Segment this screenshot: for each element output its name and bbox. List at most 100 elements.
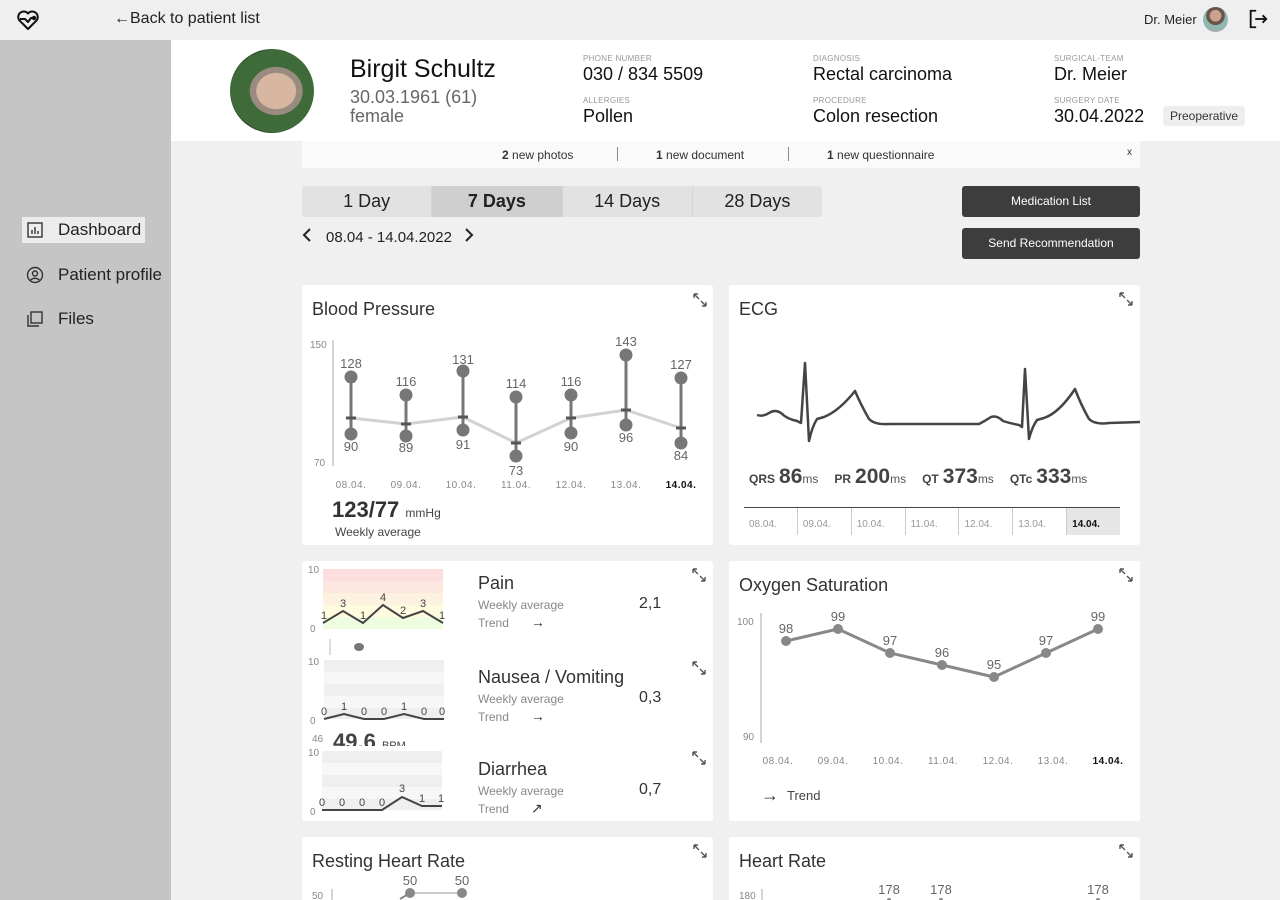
pain-title: Pain	[478, 573, 515, 593]
trend-label: Trend	[478, 802, 509, 816]
systolic-value: 128	[340, 356, 362, 371]
ecg-day-tab[interactable]: 13.04.	[1013, 508, 1068, 535]
bp-unit: mmHg	[405, 506, 441, 520]
heart-pulse-icon[interactable]	[16, 8, 40, 32]
overlap-artifact-value: 49.6 BPM	[333, 729, 406, 746]
pain-average-label: Weekly average	[478, 598, 564, 612]
nausea-title: Nausea / Vomiting	[478, 667, 625, 687]
svg-text:0: 0	[361, 706, 367, 718]
chevron-left-icon[interactable]	[302, 227, 320, 247]
ecg-card: ECG QRS 86 ms PR 200 ms QT 373 ms QTc 333 ms 08.…	[729, 285, 1140, 545]
medication-list-button[interactable]: Medication List	[962, 186, 1140, 217]
notification-text: new questionnaire	[833, 148, 935, 162]
card-title: Resting Heart Rate	[312, 851, 466, 871]
data-label: 50	[455, 873, 469, 888]
x-axis-label-current: 14.04.	[1093, 756, 1124, 767]
expand-icon[interactable]	[1118, 843, 1134, 859]
svg-text:3: 3	[420, 598, 426, 610]
y-axis-min: 70	[314, 458, 326, 469]
notification-text: new photos	[508, 148, 574, 162]
diagnosis-value: Rectal carcinoma	[813, 64, 953, 84]
nausea-trend: Trend →	[478, 708, 545, 724]
notification-document[interactable]: 1 new document	[656, 148, 744, 162]
ecg-day-selector: 08.04. 09.04. 10.04. 11.04. 12.04. 13.04…	[744, 507, 1121, 535]
user-circle-icon	[26, 266, 44, 284]
trend-label: Trend	[478, 710, 509, 724]
sidebar: Dashboard Patient profile Files	[0, 40, 171, 900]
sidebar-item-patient-profile[interactable]: Patient profile	[22, 262, 166, 288]
expand-icon[interactable]	[691, 660, 707, 676]
x-axis-label: 08.04.	[336, 480, 367, 490]
x-axis-label-current: 14.04.	[666, 480, 697, 490]
tab-28-days[interactable]: 28 Days	[724, 191, 791, 211]
ecg-day-tab[interactable]: 11.04.	[906, 508, 960, 535]
sidebar-item-label: Files	[58, 309, 94, 328]
ecg-day-tab[interactable]: 12.04.	[959, 508, 1014, 535]
svg-text:1: 1	[419, 793, 425, 805]
trend-label: Trend	[787, 788, 821, 803]
data-label: 97	[883, 633, 897, 648]
diarrhea-trend: Trend ↗	[478, 800, 543, 817]
ecg-day-tab[interactable]: 08.04.	[744, 508, 798, 535]
svg-text:0: 0	[439, 706, 445, 718]
data-label: 99	[1091, 609, 1105, 624]
bp-average-value: 123/77	[332, 497, 400, 522]
ecg-day-tab[interactable]: 10.04.	[852, 508, 906, 535]
chevron-right-icon[interactable]	[464, 227, 482, 247]
notification-questionnaire[interactable]: 1 new questionnaire	[827, 148, 934, 162]
svg-text:1: 1	[321, 610, 327, 622]
x-axis-label: 13.04.	[611, 480, 642, 490]
procedure-field: PROCEDURE Colon resection	[813, 96, 938, 127]
expand-icon[interactable]	[691, 567, 707, 583]
x-axis-label: 11.04.	[501, 480, 531, 490]
expand-icon[interactable]	[692, 843, 708, 859]
close-notification-button[interactable]: x	[1127, 147, 1132, 158]
resting-heart-rate-card: Resting Heart Rate 50 50 50	[302, 837, 713, 900]
logout-icon[interactable]	[1247, 8, 1269, 30]
oxygen-trend: → Trend	[761, 785, 820, 806]
allergies-field: ALLERGIES Pollen	[583, 96, 633, 127]
ecg-day-tab-selected[interactable]: 14.04.	[1067, 508, 1121, 535]
surgical-team-field: SURGICAL-TEAM Dr. Meier	[1054, 54, 1127, 85]
diarrhea-chart: 10 0 0 0 0 031 1	[308, 748, 444, 817]
svg-text:0: 0	[321, 706, 327, 718]
send-recommendation-button[interactable]: Send Recommendation	[962, 228, 1140, 259]
expand-icon[interactable]	[1118, 567, 1134, 583]
surgery-date-field: SURGERY DATE 30.04.2022	[1054, 96, 1144, 127]
svg-text:0: 0	[359, 797, 365, 809]
blood-pressure-chart: 150 70 128 116 131 114 116 143 127 90 8	[310, 334, 697, 490]
trend-flat-arrow-icon: →	[761, 785, 779, 805]
svg-text:1: 1	[401, 701, 407, 713]
ecg-day-tab[interactable]: 09.04.	[798, 508, 852, 535]
card-title: Heart Rate	[739, 851, 827, 871]
x-axis-label: 12.04.	[983, 756, 1014, 767]
notification-photos[interactable]: 2 new photos	[502, 148, 573, 162]
data-label: 178	[1087, 882, 1109, 897]
expand-icon[interactable]	[692, 292, 708, 308]
nausea-average-value: 0,3	[639, 689, 662, 706]
back-to-patient-list-link[interactable]: ←Back to patient list	[114, 10, 260, 27]
systolic-value: 116	[561, 374, 582, 389]
top-bar: ←Back to patient list Dr. Meier	[0, 0, 1280, 40]
sidebar-item-files[interactable]: Files	[22, 306, 98, 332]
bp-weekly-average: 123/77 mmHg	[332, 497, 441, 523]
user-avatar[interactable]	[1203, 7, 1228, 32]
y-axis-max: 100	[737, 617, 754, 628]
x-axis-label: 09.04.	[391, 480, 422, 490]
y-axis-min: 0	[310, 716, 316, 726]
data-label: 97	[1039, 633, 1053, 648]
expand-icon[interactable]	[691, 750, 707, 766]
svg-text:2: 2	[400, 605, 406, 617]
y-axis-max: 10	[308, 657, 320, 668]
y-axis-min: 0	[310, 624, 316, 635]
trend-flat-arrow-icon: →	[530, 708, 545, 724]
tab-1-day[interactable]: 1 Day	[302, 186, 433, 217]
sidebar-item-dashboard[interactable]: Dashboard	[22, 217, 146, 243]
overlap-artifact-tick: 46	[312, 734, 324, 745]
expand-icon[interactable]	[1118, 291, 1134, 307]
tab-14-days[interactable]: 14 Days	[563, 186, 693, 217]
tab-7-days[interactable]: 7 Days	[432, 186, 563, 217]
svg-text:1: 1	[438, 793, 444, 805]
x-axis-label: 10.04.	[873, 756, 904, 767]
